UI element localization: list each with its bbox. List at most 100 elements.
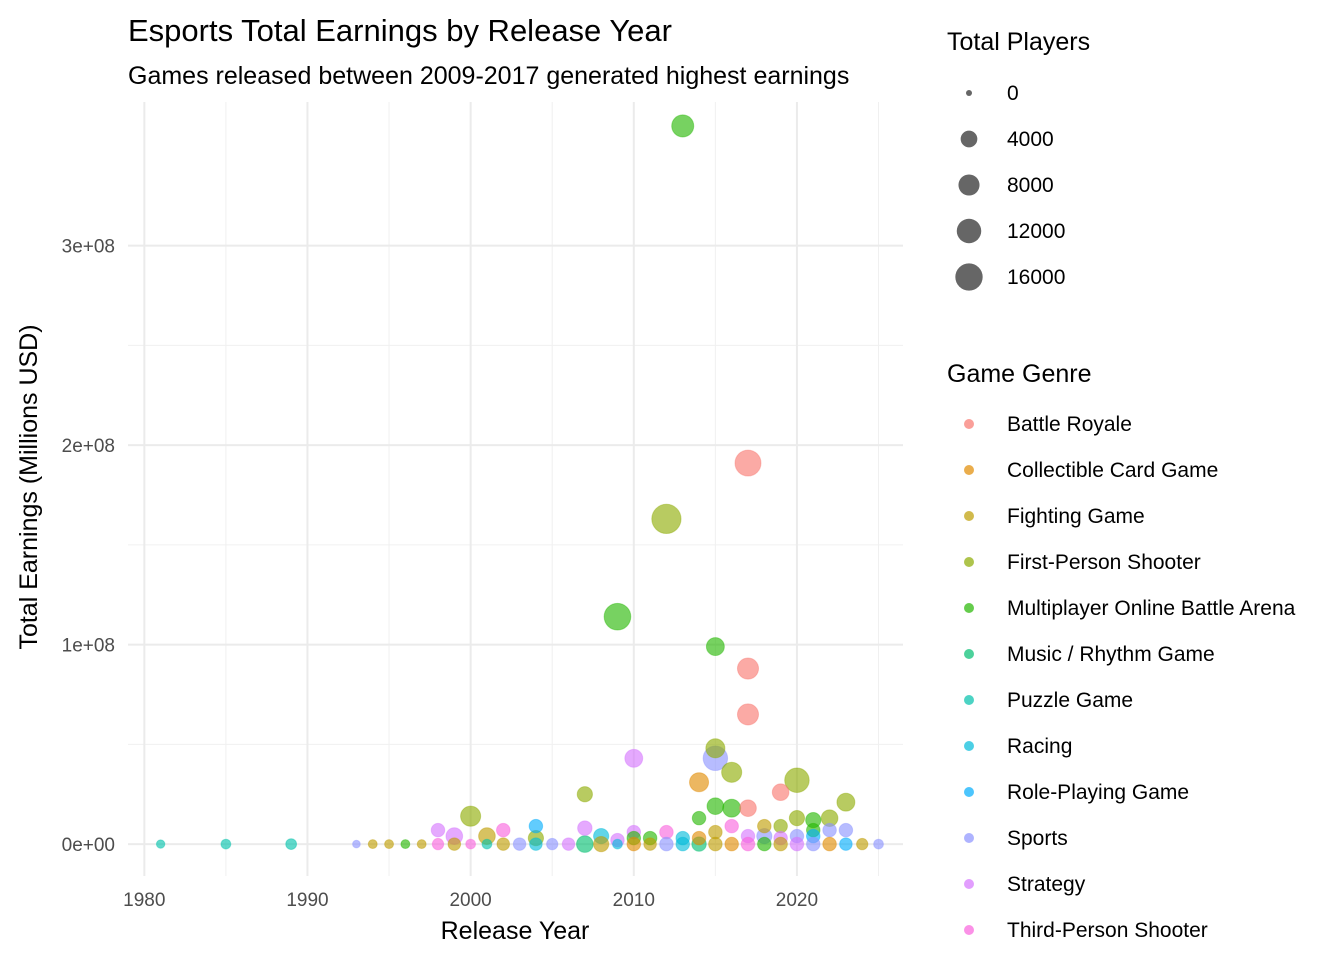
data-point bbox=[561, 837, 576, 851]
data-point bbox=[384, 839, 395, 850]
data-point bbox=[577, 820, 593, 836]
color-legend-key bbox=[964, 511, 974, 521]
size-legend-key bbox=[960, 130, 978, 148]
y-tick-label: 1e+08 bbox=[62, 636, 115, 657]
data-point bbox=[495, 822, 511, 838]
data-point bbox=[512, 837, 527, 851]
color-legend-key bbox=[964, 833, 974, 843]
data-point bbox=[705, 738, 726, 759]
data-point bbox=[400, 839, 411, 850]
color-legend-label: Third-Person Shooter bbox=[1007, 919, 1208, 942]
data-point bbox=[736, 657, 760, 680]
data-point bbox=[740, 836, 756, 852]
color-legend-label: Puzzle Game bbox=[1007, 689, 1133, 712]
data-point bbox=[836, 792, 856, 812]
color-legend-key bbox=[964, 741, 974, 751]
y-tick-label: 3e+08 bbox=[62, 237, 115, 258]
y-axis-ticks: 0e+00 1e+08 2e+08 3e+08 bbox=[62, 237, 115, 856]
color-legend-key bbox=[964, 557, 974, 567]
data-point bbox=[708, 836, 723, 852]
size-legend-label: 12000 bbox=[1007, 220, 1065, 243]
data-points bbox=[155, 114, 884, 853]
color-legend: Battle Royale Collectible Card Game Fighti… bbox=[964, 413, 1296, 942]
data-point bbox=[691, 830, 707, 846]
data-point bbox=[706, 797, 725, 816]
color-legend-label: Fighting Game bbox=[1007, 505, 1145, 528]
color-legend-key bbox=[964, 879, 974, 889]
data-point bbox=[757, 818, 772, 834]
data-point bbox=[431, 837, 445, 851]
color-legend-label: First-Person Shooter bbox=[1007, 551, 1201, 574]
data-point bbox=[651, 503, 682, 535]
data-point bbox=[736, 703, 760, 726]
data-point bbox=[352, 839, 361, 849]
data-point bbox=[789, 836, 805, 852]
color-legend-key bbox=[964, 465, 974, 475]
size-legend-key bbox=[956, 218, 982, 244]
color-legend-label: Strategy bbox=[1007, 873, 1086, 896]
data-point bbox=[220, 838, 232, 850]
data-point bbox=[285, 838, 298, 850]
size-legend-key bbox=[955, 263, 983, 291]
data-point bbox=[757, 836, 772, 852]
data-point bbox=[671, 114, 695, 138]
size-legend-key bbox=[958, 174, 980, 196]
grid-lines bbox=[128, 102, 903, 876]
data-point bbox=[576, 786, 593, 803]
color-legend-key bbox=[964, 787, 974, 797]
data-point bbox=[529, 837, 543, 851]
color-legend-key bbox=[964, 649, 974, 659]
data-point bbox=[624, 748, 644, 768]
color-legend-label: Sports bbox=[1007, 827, 1068, 850]
x-tick-label: 2010 bbox=[613, 890, 655, 911]
size-legend-title: Total Players bbox=[947, 28, 1090, 56]
data-point bbox=[576, 835, 594, 853]
color-legend-label: Multiplayer Online Battle Arena bbox=[1007, 597, 1296, 620]
color-legend-label: Music / Rhythm Game bbox=[1007, 643, 1215, 666]
data-point bbox=[822, 822, 837, 838]
data-point bbox=[784, 767, 810, 793]
data-point bbox=[724, 818, 739, 834]
data-point bbox=[416, 839, 427, 850]
data-point bbox=[773, 836, 788, 852]
data-point bbox=[788, 810, 806, 827]
data-point bbox=[155, 839, 166, 849]
y-axis-label: Total Earnings (Millions USD) bbox=[15, 324, 43, 649]
y-tick-label: 0e+00 bbox=[62, 835, 115, 856]
data-point bbox=[839, 837, 853, 851]
size-legend-label: 4000 bbox=[1007, 128, 1054, 151]
data-point bbox=[447, 837, 462, 851]
x-tick-label: 2020 bbox=[776, 890, 818, 911]
data-point bbox=[739, 799, 757, 818]
color-legend-key bbox=[964, 419, 974, 429]
data-point bbox=[805, 836, 821, 852]
data-point bbox=[691, 810, 707, 826]
data-point bbox=[643, 837, 657, 851]
data-point bbox=[481, 838, 493, 850]
data-point bbox=[722, 798, 742, 818]
color-legend-key bbox=[964, 925, 974, 935]
color-legend-label: Role-Playing Game bbox=[1007, 781, 1189, 804]
data-point bbox=[460, 805, 482, 827]
x-tick-label: 2000 bbox=[449, 890, 491, 911]
data-point bbox=[856, 837, 869, 851]
size-legend-key bbox=[966, 90, 972, 96]
data-point bbox=[496, 837, 511, 851]
color-legend-label: Racing bbox=[1007, 735, 1072, 758]
data-point bbox=[873, 838, 884, 850]
size-legend-label: 0 bbox=[1007, 82, 1019, 105]
data-point bbox=[659, 836, 674, 852]
size-legend: 0 4000 8000 12000 16000 bbox=[955, 82, 1065, 291]
size-legend-label: 8000 bbox=[1007, 174, 1054, 197]
data-point bbox=[367, 839, 378, 850]
data-point bbox=[675, 836, 691, 852]
data-point bbox=[771, 783, 790, 802]
data-point bbox=[603, 602, 632, 631]
chart-title: Esports Total Earnings by Release Year bbox=[128, 13, 672, 48]
color-legend-title: Game Genre bbox=[947, 360, 1092, 388]
color-legend-label: Battle Royale bbox=[1007, 413, 1132, 436]
data-point bbox=[593, 835, 610, 853]
data-point bbox=[724, 836, 739, 852]
